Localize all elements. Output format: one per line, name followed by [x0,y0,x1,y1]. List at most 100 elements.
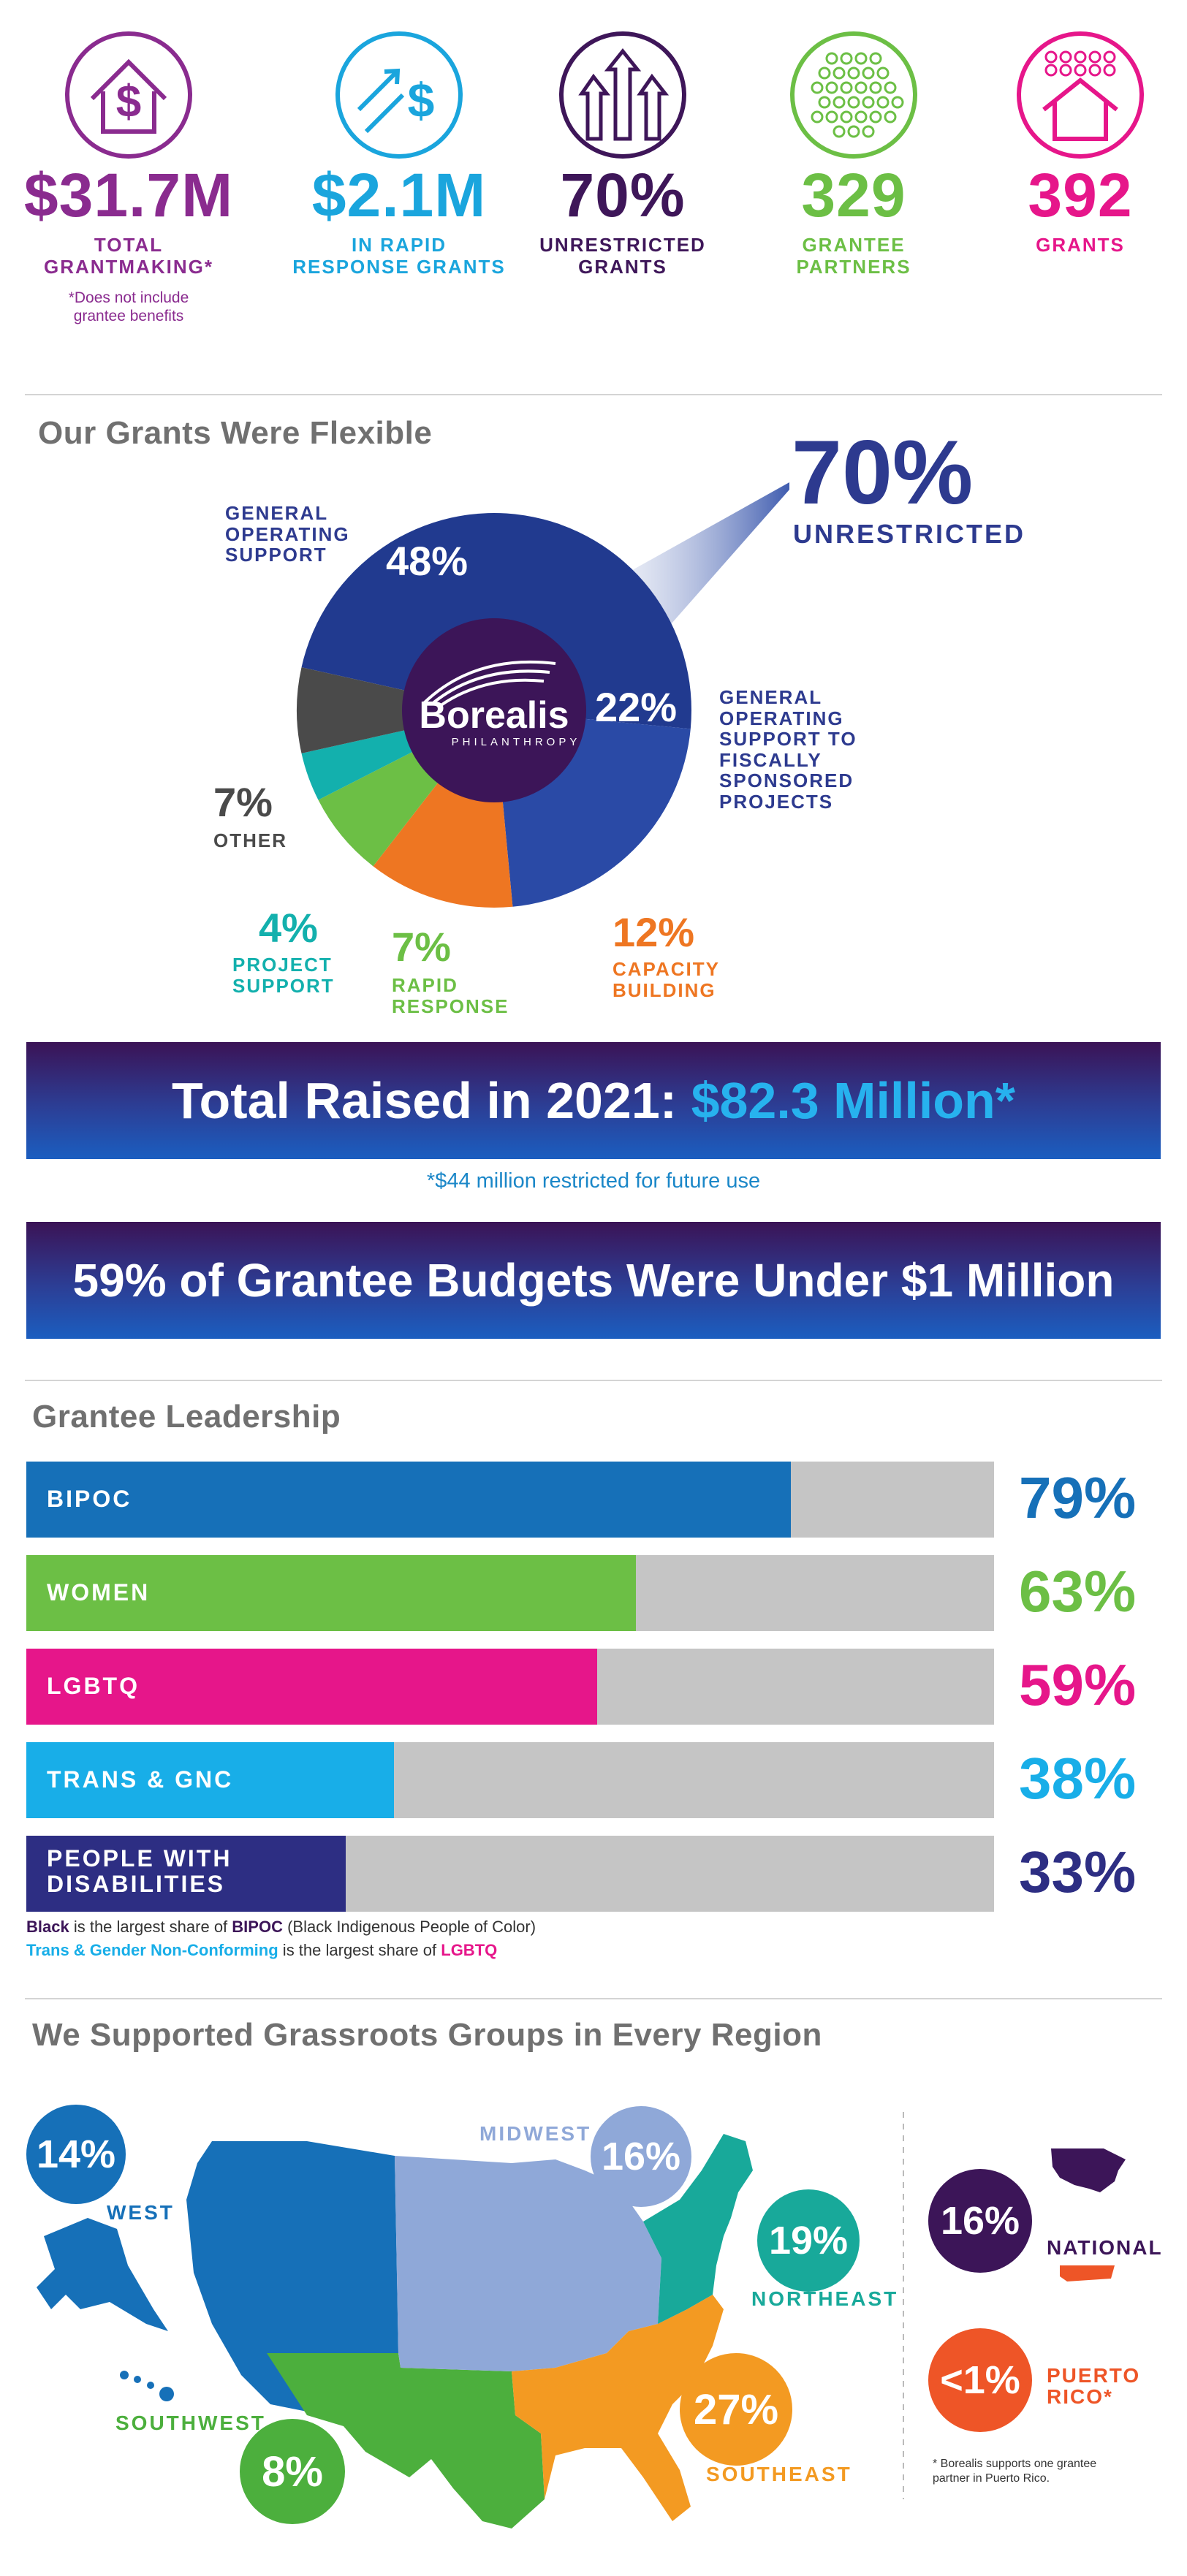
stat-value: 70% [560,161,686,229]
dots-circle-icon [790,31,917,159]
pct-project-support: 4% [259,905,318,951]
section-title-regions: We Supported Grassroots Groups in Every … [32,2017,822,2053]
bar-0 [26,1462,791,1538]
stat-value: 329 [801,161,906,229]
bar-3 [26,1742,395,1818]
pie-slice-5 [297,667,494,753]
bar-track: PEOPLE WITH DISABILITIES [26,1836,994,1912]
bar-4 [26,1836,346,1912]
region-midwest-pct: 16% [591,2106,691,2207]
bar-track: BIPOC [26,1462,994,1538]
bar-value: 79% [1019,1465,1137,1530]
stat-value: $31.7M [23,161,234,229]
pct-general-operating: 48% [386,538,469,584]
stat-1: $ $2.1M IN RAPID RESPONSE GRANTS [289,29,509,278]
note-lgbtq: Trans & Gender Non-Conforming is the lar… [26,1941,498,1959]
region-west-pct: 14% [26,2105,126,2204]
label-project-support: PROJECT SUPPORT [232,954,335,997]
us-region-map [37,2112,1126,2528]
dollar-house-icon: $ [65,31,192,159]
total-raised-amount: $82.3 Million* [691,1072,1016,1129]
midwest-region [395,2156,661,2371]
pct-other: 7% [213,779,273,825]
stat-note: *Does not include grantee benefits [68,289,189,324]
region-southwest-pct: 8% [240,2419,345,2524]
puerto-rico-footnote: * Borealis supports one grantee partner i… [933,2458,1097,2485]
bar-label: WOMEN [47,1579,151,1606]
callout-label: UNRESTRICTED [793,519,1026,549]
region-southeast-label: SOUTHEAST [706,2463,852,2485]
stat-label: TOTAL GRANTMAKING* [44,234,213,278]
region-southwest-label: SOUTHWEST [115,2412,266,2434]
section-title-leadership: Grantee Leadership [32,1399,341,1435]
divider [25,1380,1162,1381]
bar-value: 33% [1019,1839,1137,1904]
pie-center [402,618,586,802]
stat-0: $ $31.7M TOTAL GRANTMAKING* *Does not inc… [19,29,238,325]
southwest-region [267,2353,545,2528]
bar-value: 63% [1019,1559,1137,1624]
region-west-label: WEST [107,2201,175,2224]
divider [25,1998,1162,1999]
region-southeast-pct: 27% [680,2353,792,2466]
label-rapid-response: RAPID RESPONSE [392,974,509,1017]
label-other: OTHER [213,829,287,851]
stat-label: IN RAPID RESPONSE GRANTS [292,234,506,278]
note-bipoc: Black is the largest share of BIPOC (Bla… [26,1918,536,1936]
us-silhouette-icon [1051,2148,1126,2192]
bar-value: 38% [1019,1746,1137,1811]
label-general-operating: GENERAL OPERATING SUPPORT [225,502,350,566]
bar-label: LGBTQ [47,1673,140,1699]
region-national-pct: 16% [928,2169,1032,2273]
stat-label: GRANTEE PARTNERS [796,234,911,278]
bar-track: LGBTQ [26,1649,994,1725]
label-capacity-building: CAPACITY BUILDING [613,958,720,1001]
svg-text:$: $ [116,77,141,127]
region-puerto-rico-label: PUERTO RICO* [1047,2364,1141,2409]
stat-value: $2.1M [311,161,487,229]
stat-value: 392 [1028,161,1133,229]
dots-house-icon [1017,31,1144,159]
dollar-arrows-icon: $ [335,31,463,159]
bar-track: TRANS & GNC [26,1742,994,1818]
west-region [186,2141,398,2412]
southeast-region [512,2295,724,2521]
northeast-region [643,2134,753,2324]
bar-label: PEOPLE WITH DISABILITIES [47,1845,232,1898]
total-raised-banner: Total Raised in 2021: $82.3 Million* [26,1042,1161,1159]
total-raised-note: *$44 million restricted for future use [426,1169,761,1193]
pct-fiscal: 22% [595,684,678,730]
region-northeast-pct: 19% [757,2189,860,2292]
bar-1 [26,1555,637,1631]
section-title-flexible: Our Grants Were Flexible [38,415,433,451]
logo-name: Borealis [419,694,569,737]
label-fiscally-sponsored: GENERAL OPERATING SUPPORT TO FISCALLY SPONS… [719,686,857,813]
alaska-shape [37,2218,168,2331]
bar-value: 59% [1019,1652,1137,1717]
stat-4: 392 GRANTS [971,29,1187,257]
bar-label: BIPOC [47,1486,132,1512]
bar-track: WOMEN [26,1555,994,1631]
total-raised-prefix: Total Raised in 2021: [171,1072,691,1129]
callout-value: 70% [792,422,974,523]
stat-2: 70% UNRESTRICTED GRANTS [513,29,732,278]
stat-label: GRANTS [1036,234,1125,256]
puerto-rico-shape [1060,2265,1115,2281]
pct-rapid-response: 7% [392,924,451,970]
pct-capacity-building: 12% [613,909,695,955]
pie-chart: Borealis PHILANTHROPY [297,482,789,908]
stat-label: UNRESTRICTED GRANTS [539,234,706,278]
region-puerto-rico-pct: <1% [928,2328,1032,2432]
stat-3: 329 GRANTEE PARTNERS [744,29,963,278]
svg-text:$: $ [408,73,435,127]
region-midwest-label: MIDWEST [479,2122,592,2145]
bar-2 [26,1649,598,1725]
hawaii-shape [120,2371,174,2401]
borealis-logo-icon [422,660,556,707]
region-northeast-label: NORTHEAST [751,2287,899,2310]
bar-label: TRANS & GNC [47,1766,234,1793]
budgets-banner: 59% of Grantee Budgets Were Under $1 Mil… [26,1222,1161,1339]
logo-sub: PHILANTHROPY [452,736,581,748]
three-arrows-up-icon [559,31,686,159]
region-national-label: NATIONAL [1047,2236,1163,2259]
